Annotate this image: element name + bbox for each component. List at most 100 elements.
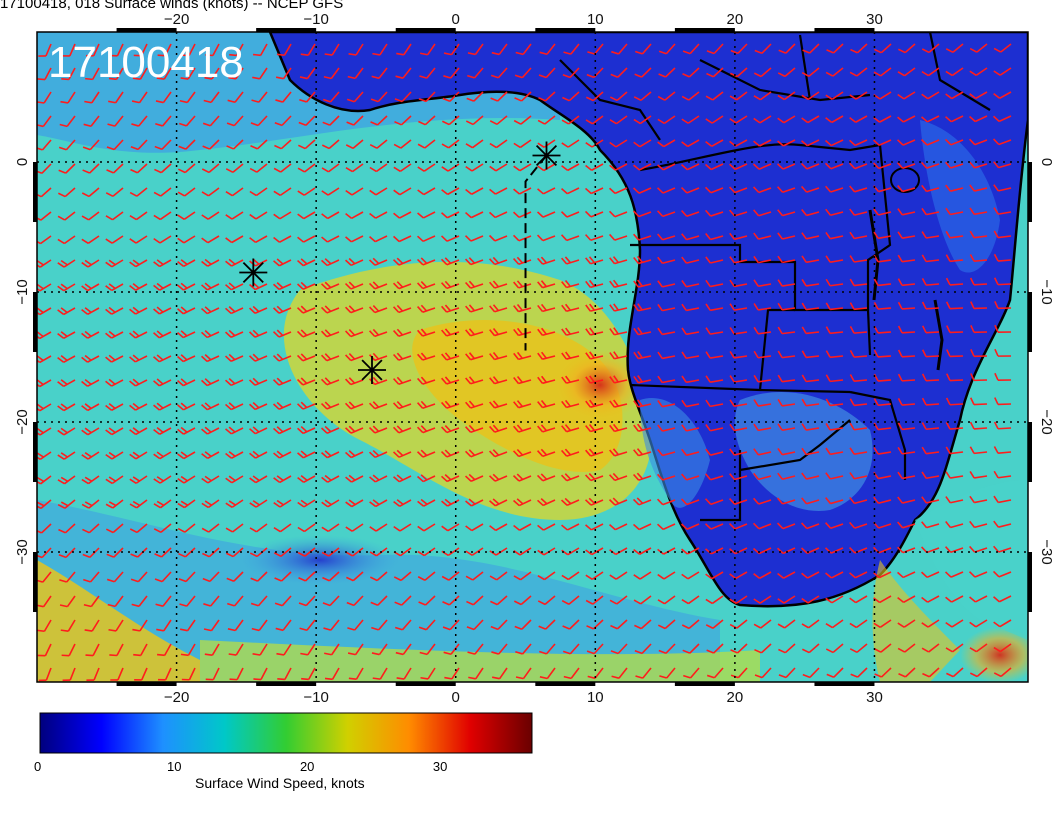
wind-barb — [681, 619, 700, 630]
wind-barb — [848, 162, 868, 170]
wind-barb — [488, 473, 508, 482]
wind-barb — [154, 139, 172, 151]
wind-barb — [825, 326, 844, 335]
wind-barb — [81, 499, 100, 509]
wind-barb — [849, 67, 868, 77]
wind-barb — [105, 475, 124, 485]
wind-barb — [753, 571, 772, 580]
wind-barb — [110, 667, 124, 681]
wind-barb — [225, 547, 244, 558]
wind-barb — [922, 667, 940, 678]
wind-barb — [81, 354, 100, 363]
wind-barb — [921, 67, 940, 77]
wind-barb — [489, 571, 508, 581]
wind-barb — [465, 352, 484, 361]
wind-barb — [464, 473, 484, 482]
wind-barb — [369, 523, 388, 532]
wind-barb — [920, 546, 940, 554]
wind-barb — [681, 375, 700, 384]
wind-barb — [657, 163, 676, 171]
wind-barb — [420, 43, 436, 56]
wind-barb — [153, 235, 172, 244]
wind-barb — [273, 258, 292, 267]
wind-barb — [441, 474, 460, 483]
wind-barb — [57, 499, 76, 509]
wind-barb — [108, 67, 124, 81]
wind-barb — [129, 427, 148, 436]
wind-barb — [345, 499, 364, 508]
wind-barb — [441, 400, 460, 409]
wind-barb — [344, 425, 364, 434]
wind-barb — [440, 280, 460, 290]
wind-barb — [224, 377, 244, 387]
wind-barb — [921, 278, 940, 286]
wind-barb — [513, 163, 532, 172]
wind-barb — [346, 595, 364, 607]
wind-barb — [849, 255, 868, 263]
wind-barb — [681, 91, 700, 101]
wind-barb — [657, 473, 676, 481]
wind-barb — [272, 329, 292, 338]
wind-barb — [825, 91, 844, 100]
wind-barb — [61, 67, 76, 81]
wind-barb — [514, 91, 532, 102]
wind-barb — [273, 426, 292, 435]
wind-barb — [273, 235, 292, 243]
wind-barb — [585, 571, 604, 581]
wind-barb — [345, 163, 364, 173]
wind-barb — [825, 255, 844, 263]
wind-barb — [62, 667, 76, 682]
wind-barb — [825, 302, 844, 311]
wind-barb — [561, 399, 580, 409]
wind-barb — [297, 499, 316, 508]
wind-barb — [705, 279, 724, 288]
wind-barb — [729, 473, 748, 481]
wind-barb — [129, 259, 148, 268]
x-tick-top: 30 — [866, 11, 883, 28]
wind-barb — [754, 667, 772, 679]
wind-barb — [897, 325, 916, 334]
wind-barb — [800, 522, 820, 530]
wind-barb — [273, 187, 292, 197]
wind-barb — [585, 163, 604, 171]
tick-bar-top — [395, 28, 456, 32]
wind-barb — [897, 373, 916, 382]
wind-barb — [945, 207, 964, 216]
wind-barb — [490, 91, 508, 102]
wind-barb — [777, 91, 796, 101]
wind-barb — [777, 67, 796, 78]
wind-barb — [993, 619, 1012, 628]
wind-barb — [801, 497, 820, 505]
wind-barb — [969, 520, 988, 529]
wind-barb — [801, 595, 820, 604]
wind-barb — [824, 162, 844, 170]
wind-barb — [321, 547, 340, 557]
wind-barb — [826, 43, 844, 54]
wind-barb — [226, 139, 244, 150]
wind-barb — [227, 619, 244, 632]
wind-barb — [37, 307, 52, 316]
wind-barb — [464, 424, 484, 434]
wind-barb — [489, 352, 508, 361]
wind-barb — [921, 325, 940, 334]
wind-barb — [801, 139, 820, 147]
wind-barb — [201, 187, 220, 197]
wind-barb — [37, 91, 52, 104]
wind-barb — [416, 449, 436, 458]
wind-barb — [753, 279, 772, 288]
wind-barb — [537, 523, 556, 531]
wind-barb — [251, 91, 268, 103]
wind-barb — [300, 43, 316, 56]
y-tick-right: −30 — [1038, 539, 1055, 564]
wind-barb — [729, 399, 748, 408]
wind-barb — [416, 425, 436, 434]
wind-barb — [275, 91, 292, 103]
wind-barb — [156, 67, 172, 80]
wind-barb — [443, 67, 460, 79]
wind-barb — [705, 571, 724, 580]
wind-barb — [86, 43, 100, 57]
wind-barb — [37, 643, 52, 657]
wind-barb — [802, 43, 820, 54]
wind-barb — [849, 139, 868, 147]
wind-barb — [105, 378, 124, 387]
